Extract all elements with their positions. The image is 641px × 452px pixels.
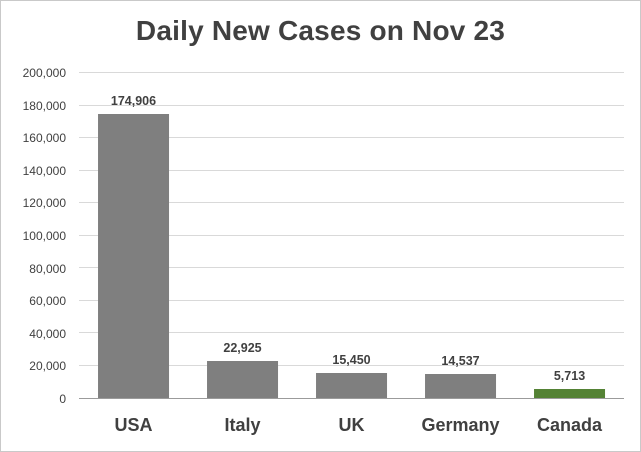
gridline xyxy=(79,234,624,236)
bar-canada xyxy=(533,388,606,398)
bar-column-uk: 15,450 xyxy=(297,73,406,398)
category-label-uk: UK xyxy=(338,414,365,435)
bar-value-label-italy: 22,925 xyxy=(223,340,262,355)
category-label-canada: Canada xyxy=(536,414,603,435)
gridline xyxy=(79,332,624,333)
category-label-germany: Germany xyxy=(421,414,500,435)
chart-body: 174,906 22,925 15,450 14,537 5,713 USA Italy U… xyxy=(79,72,624,451)
chart-title: Daily New Cases on Nov 23 xyxy=(135,15,506,46)
y-axis: 0 20,000 40,000 60,000 80,000 100,000 120,000 1… xyxy=(1,66,73,406)
y-axis-tick-label: 100,000 xyxy=(22,229,66,243)
plot-area: 174,906 22,925 15,450 14,537 5,713 xyxy=(79,72,624,399)
y-axis-tick-label: 180,000 xyxy=(22,98,66,113)
gridline xyxy=(79,364,624,366)
x-axis-labels: USA Italy UK Germany Canada xyxy=(79,399,624,451)
y-axis-tick-label: 80,000 xyxy=(29,261,66,276)
gridline xyxy=(79,137,624,138)
bar-germany xyxy=(424,374,497,398)
bar-italy xyxy=(206,360,279,398)
bar-value-label-germany: 14,537 xyxy=(441,354,480,369)
bar-column-italy: 22,925 xyxy=(188,73,297,398)
gridline xyxy=(79,72,624,73)
bar-value-label-canada: 5,713 xyxy=(553,368,586,383)
y-axis-tick-label: 40,000 xyxy=(29,326,66,341)
bar-usa xyxy=(97,113,170,398)
bar-column-germany: 14,537 xyxy=(406,73,515,398)
bar-column-canada: 5,713 xyxy=(515,73,624,398)
gridline xyxy=(79,202,624,203)
bar-value-label-uk: 15,450 xyxy=(332,352,371,367)
bar-value-label-usa: 174,906 xyxy=(110,93,157,108)
bar-column-usa: 174,906 xyxy=(79,73,188,398)
bar-series: 174,906 22,925 15,450 14,537 5,713 xyxy=(79,73,624,398)
gridline xyxy=(79,267,624,268)
category-label-italy: Italy xyxy=(224,414,261,435)
gridline xyxy=(79,299,624,301)
bar-uk xyxy=(315,372,388,398)
y-axis-tick-label: 20,000 xyxy=(29,359,66,374)
gridline xyxy=(79,169,624,171)
y-axis-tick-label: 120,000 xyxy=(22,196,66,211)
y-axis-tick-label: 140,000 xyxy=(22,163,66,178)
y-axis-tick-label: 160,000 xyxy=(22,131,66,146)
category-label-usa: USA xyxy=(114,414,153,435)
y-axis-tick-label: 0 xyxy=(59,392,66,406)
y-axis-tick-label: 60,000 xyxy=(29,294,66,309)
gridline xyxy=(79,104,624,106)
y-axis-tick-label: 200,000 xyxy=(22,66,66,80)
